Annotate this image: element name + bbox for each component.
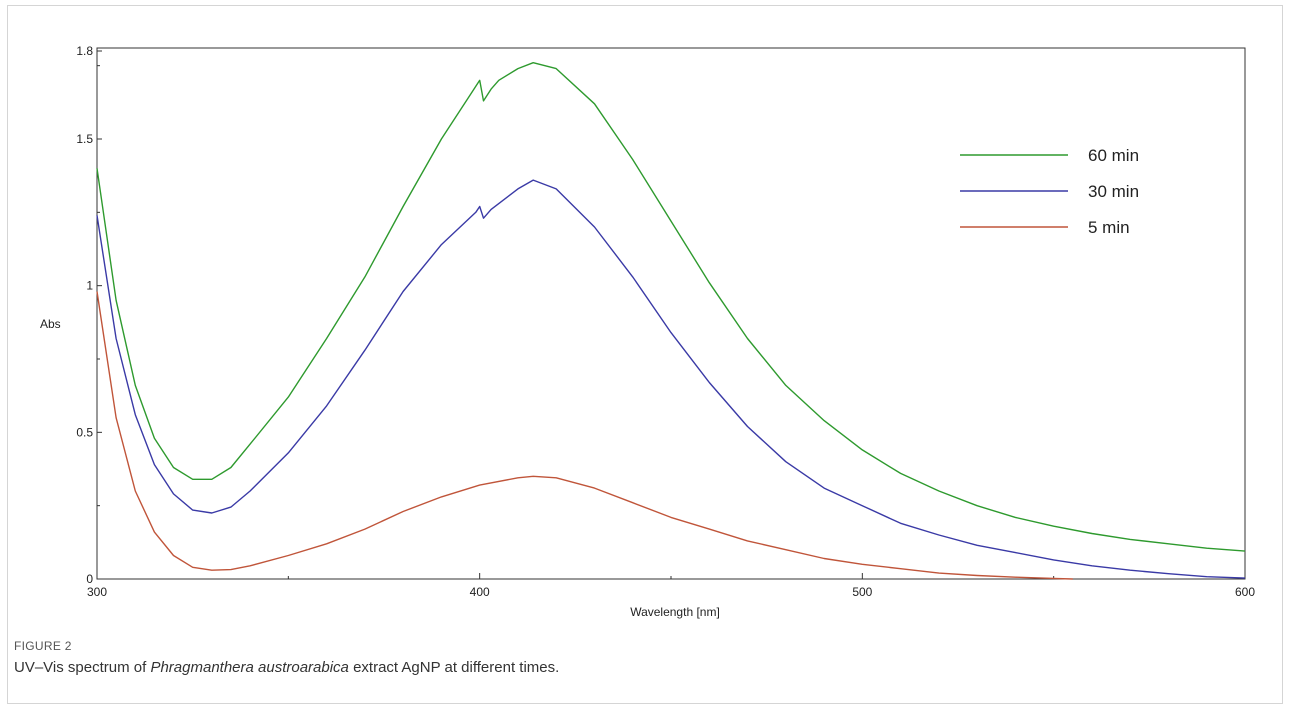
y-tick-label: 1.8 [76, 44, 93, 58]
legend-label-60-min: 60 min [1088, 146, 1139, 165]
x-tick-label: 500 [852, 585, 872, 599]
y-tick-label: 0.5 [76, 425, 93, 439]
x-tick-label: 400 [470, 585, 490, 599]
series-line-60-min [96, 62, 1246, 552]
chart-plot-area [96, 62, 1246, 580]
figure-caption: FIGURE 2 UV–Vis spectrum of Phragmanther… [14, 639, 559, 676]
figure-label: FIGURE 2 [14, 639, 72, 653]
x-axis-label: Wavelength [nm] [630, 605, 720, 619]
series-line-5-min [96, 291, 1073, 580]
caption-text-end: extract AgNP at different times. [348, 659, 560, 676]
y-tick-label: 0 [86, 572, 93, 586]
legend-label-30-min: 30 min [1088, 182, 1139, 201]
series-line-30-min [96, 179, 1246, 579]
x-tick-label: 600 [1235, 585, 1255, 599]
y-axis-label: Abs [40, 317, 61, 331]
legend-label-5-min: 5 min [1088, 218, 1130, 237]
y-tick-label: 1 [86, 279, 93, 293]
caption-species-name: Phragmanthera austroarabica [150, 659, 349, 676]
figure-frame [7, 5, 1283, 704]
caption-text-start: UV–Vis spectrum of [14, 659, 151, 676]
y-tick-label: 1.5 [76, 132, 93, 146]
chart-axes: 0 0.5 1 1.5 1.8 300 400 500 600 [76, 44, 1255, 599]
figure-caption-text: UV–Vis spectrum of Phragmanthera austroa… [14, 659, 559, 676]
plot-border [96, 47, 1246, 580]
x-tick-label: 300 [87, 585, 107, 599]
chart-legend: 60 min 30 min 5 min [960, 146, 1139, 237]
